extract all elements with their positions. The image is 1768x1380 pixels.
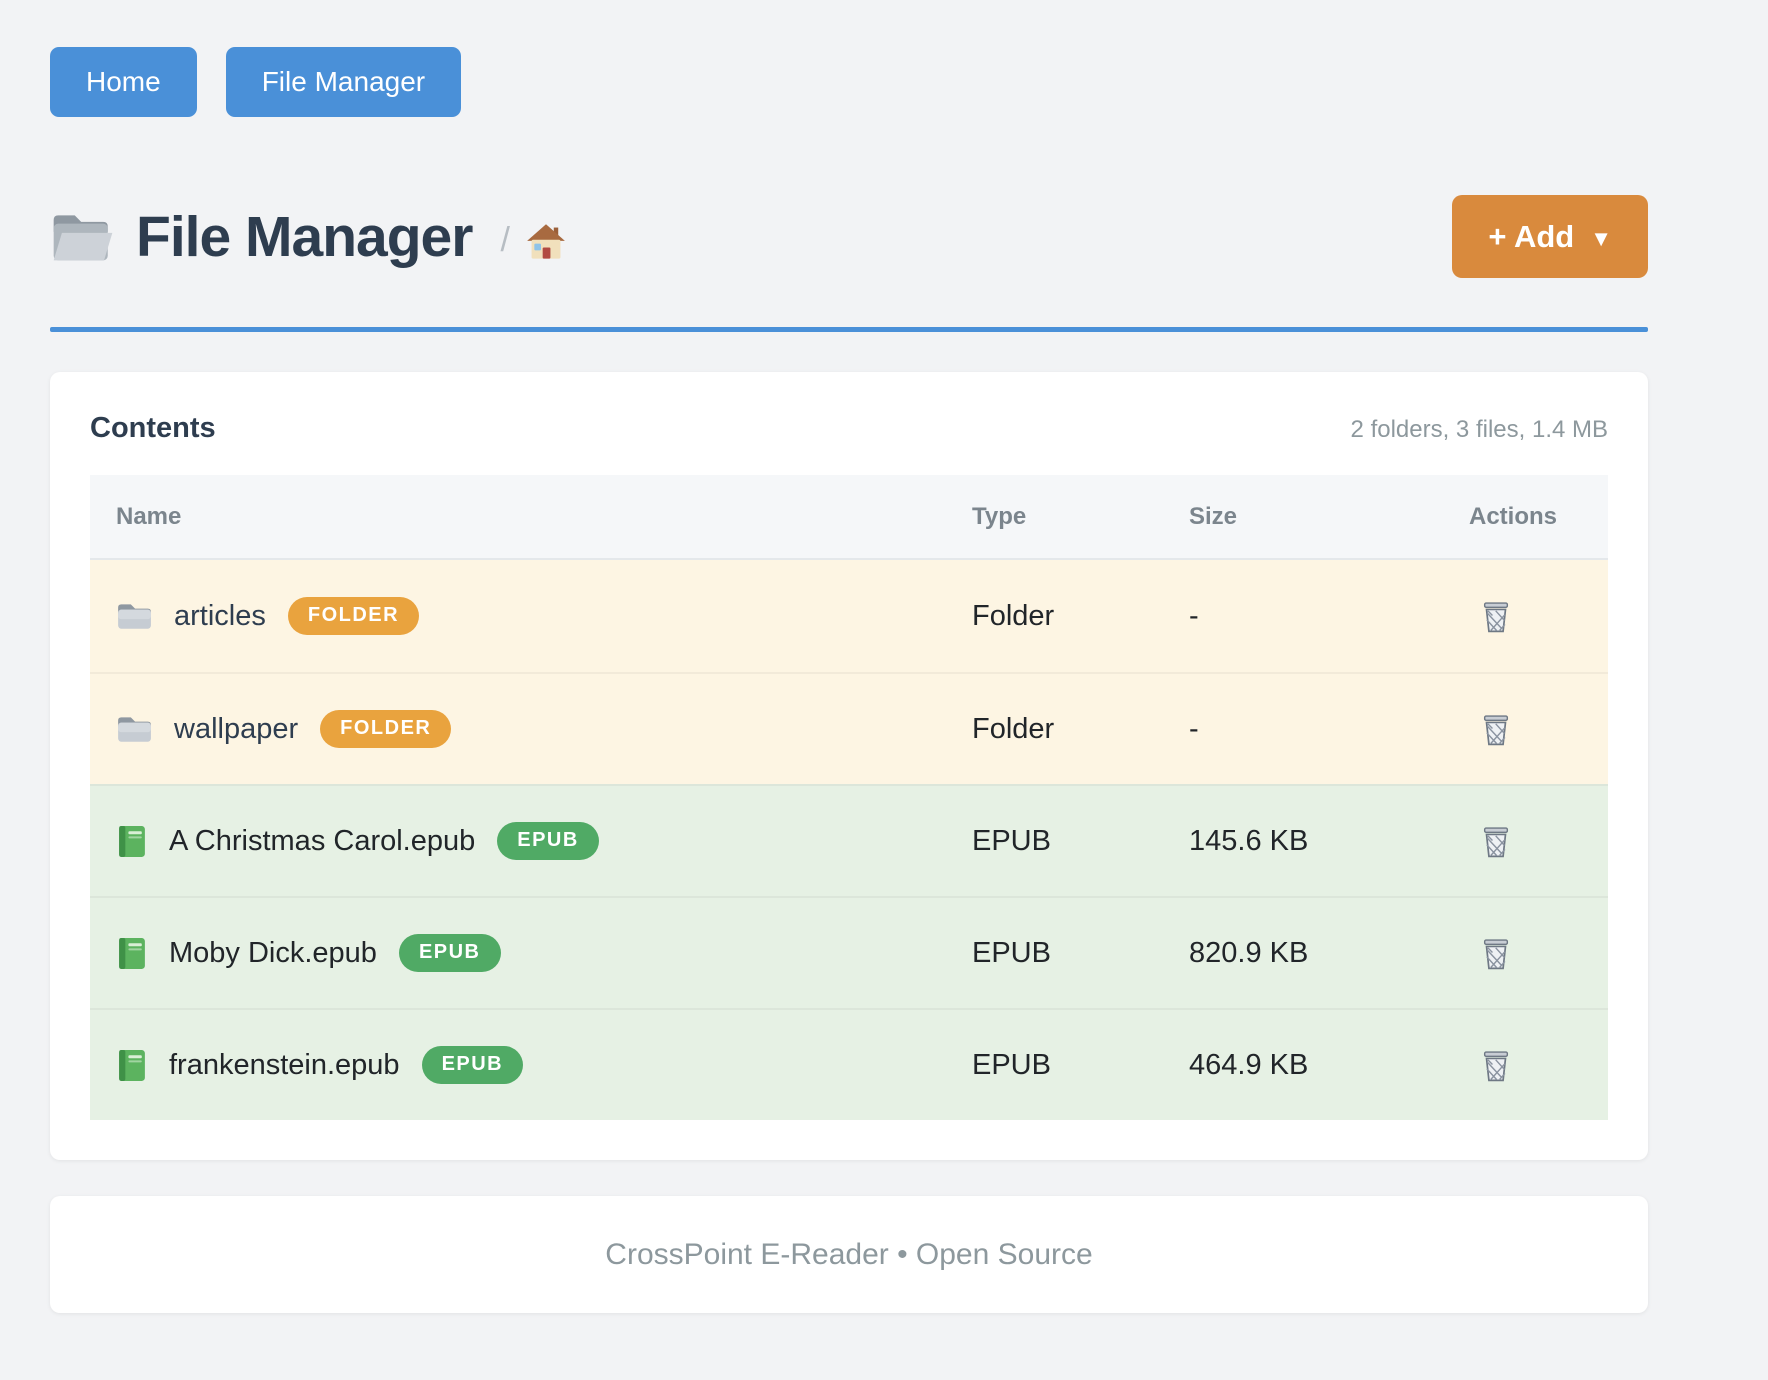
delete-button[interactable] [1479, 1047, 1513, 1084]
trash-icon [1479, 711, 1513, 748]
type-badge: FOLDER [320, 710, 452, 748]
file-link[interactable]: wallpaper FOLDER [90, 710, 956, 748]
card-title: Contents [90, 412, 216, 444]
file-link[interactable]: frankenstein.epub EPUB [90, 1046, 956, 1084]
trash-icon [1479, 935, 1513, 972]
column-header-name: Name [116, 502, 182, 530]
size-cell: 820.9 KB [1189, 936, 1309, 969]
title-bar: File Manager / + Add ▼ [50, 195, 1648, 278]
chevron-down-icon: ▼ [1590, 225, 1612, 251]
folder-icon [116, 713, 152, 745]
table-row: articles FOLDER Folder - [90, 560, 1608, 672]
file-name: Moby Dick.epub [169, 936, 377, 969]
size-cell: 145.6 KB [1189, 824, 1309, 857]
table-row: frankenstein.epub EPUB EPUB 464.9 KB [90, 1008, 1608, 1120]
breadcrumb-home[interactable] [526, 223, 566, 261]
footer-text: CrossPoint E-Reader • Open Source [605, 1237, 1093, 1271]
type-cell: EPUB [972, 1048, 1051, 1081]
table-row: wallpaper FOLDER Folder - [90, 672, 1608, 784]
table-row: A Christmas Carol.epub EPUB EPUB 145.6 K… [90, 784, 1608, 896]
footer: CrossPoint E-Reader • Open Source [50, 1196, 1648, 1313]
book-icon [116, 936, 147, 971]
trash-icon [1479, 823, 1513, 860]
type-badge: EPUB [398, 934, 501, 972]
breadcrumb-separator: / [500, 221, 510, 259]
page-title: File Manager [136, 204, 473, 269]
add-button-label: + Add [1488, 218, 1575, 254]
size-cell: 464.9 KB [1189, 1048, 1309, 1081]
actions-cell [1453, 823, 1608, 860]
delete-button[interactable] [1479, 935, 1513, 972]
contents-summary: 2 folders, 3 files, 1.4 MB [1350, 416, 1608, 443]
table-row: Moby Dick.epub EPUB EPUB 820.9 KB [90, 896, 1608, 1008]
file-link[interactable]: articles FOLDER [90, 597, 956, 635]
book-icon [116, 1048, 147, 1083]
actions-cell [1453, 1047, 1608, 1084]
column-header-actions: Actions [1469, 502, 1558, 530]
folder-icon [116, 600, 152, 632]
top-nav: Home File Manager [50, 47, 1648, 117]
column-header-size: Size [1189, 502, 1238, 530]
delete-button[interactable] [1479, 711, 1513, 748]
type-cell: Folder [972, 712, 1055, 745]
trash-icon [1479, 1047, 1513, 1084]
add-button[interactable]: + Add ▼ [1452, 195, 1648, 278]
actions-cell [1453, 598, 1608, 635]
actions-cell [1453, 711, 1608, 748]
table-header: Name Type Size Actions [90, 475, 1608, 560]
type-cell: EPUB [972, 824, 1051, 857]
file-name: articles [174, 599, 266, 632]
delete-button[interactable] [1479, 598, 1513, 635]
size-cell: - [1189, 599, 1199, 632]
column-header-type: Type [972, 502, 1027, 530]
contents-card: Contents 2 folders, 3 files, 1.4 MB Name… [50, 372, 1648, 1160]
type-cell: Folder [972, 599, 1055, 632]
file-table: Name Type Size Actions [90, 475, 1608, 1120]
actions-cell [1453, 935, 1608, 972]
file-name: frankenstein.epub [169, 1048, 400, 1081]
file-link[interactable]: Moby Dick.epub EPUB [90, 934, 956, 972]
type-badge: EPUB [497, 822, 599, 860]
file-link[interactable]: A Christmas Carol.epub EPUB [90, 822, 956, 860]
nav-home-button[interactable]: Home [50, 47, 197, 117]
delete-button[interactable] [1479, 823, 1513, 860]
file-name: wallpaper [174, 712, 299, 745]
nav-file-manager-button[interactable]: File Manager [225, 47, 462, 117]
type-badge: EPUB [421, 1046, 524, 1084]
file-name: A Christmas Carol.epub [169, 824, 476, 857]
type-badge: FOLDER [287, 597, 420, 635]
header-divider [50, 327, 1648, 332]
book-icon [116, 824, 147, 859]
size-cell: - [1189, 712, 1199, 745]
trash-icon [1479, 598, 1513, 635]
house-icon [526, 223, 566, 261]
open-folder-icon [50, 209, 116, 264]
type-cell: EPUB [972, 936, 1051, 969]
table-body: articles FOLDER Folder - [90, 560, 1608, 1120]
